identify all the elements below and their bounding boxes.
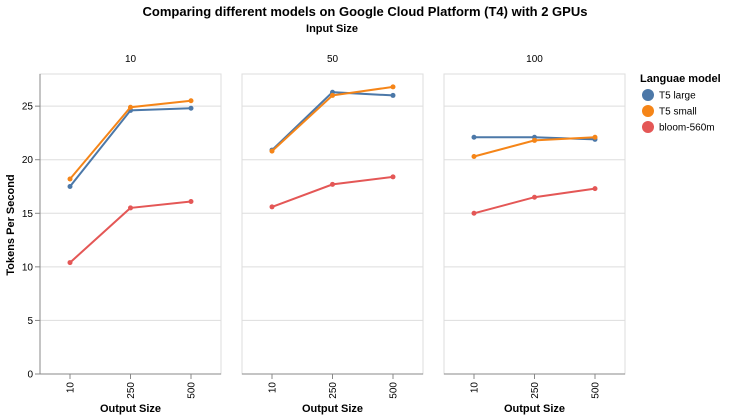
y-tick-label: 0 [27, 370, 33, 381]
data-point [471, 134, 477, 140]
data-point [67, 184, 73, 189]
panel-50: 50 10 250 500 Output Size [241, 54, 424, 415]
data-point [390, 92, 396, 98]
y-axis-title: Tokens Per Second [5, 174, 17, 275]
facet-title: Input Size [306, 23, 358, 35]
legend-swatch [642, 121, 654, 133]
data-point [390, 174, 396, 180]
y-tick-label: 25 [22, 102, 34, 113]
data-point [592, 134, 598, 140]
series-line-bloom-560m [473, 187, 596, 215]
data-point [471, 210, 477, 216]
data-point [330, 92, 335, 98]
series-line-bloom-560m [271, 175, 394, 208]
panel-100: 100 10 250 500 Output Size [443, 54, 626, 415]
series-line-bloom-560m [69, 200, 192, 264]
legend-swatch [642, 105, 654, 117]
facet-label: 10 [125, 54, 137, 65]
x-tick-label: 10 [66, 382, 77, 394]
legend-label: T5 large [659, 91, 696, 102]
data-point [592, 186, 598, 192]
data-point [471, 154, 477, 159]
x-axis-title: Output Size [100, 403, 161, 415]
data-point [269, 148, 275, 154]
data-point [188, 199, 194, 204]
facet-label: 50 [327, 54, 339, 65]
y-tick-label: 20 [22, 155, 34, 166]
series-line-t5-large [69, 107, 192, 188]
x-tick-label: 500 [389, 382, 400, 399]
chart-title: Comparing different models on Google Clo… [143, 4, 588, 19]
data-point [532, 194, 537, 200]
x-tick-label: 500 [591, 382, 602, 399]
data-point [67, 260, 73, 266]
data-point [188, 105, 194, 111]
data-point [128, 104, 133, 110]
data-point [67, 176, 73, 182]
y-tick-label: 10 [22, 262, 34, 273]
data-point [128, 205, 133, 211]
x-tick-label: 250 [126, 382, 137, 399]
legend: Languae model T5 large T5 small bloom-560m [640, 73, 721, 134]
series-line-t5-large [271, 91, 394, 151]
panel-frame [443, 73, 626, 375]
x-tick-label: 10 [470, 382, 481, 394]
data-point [532, 137, 537, 143]
y-tick-label: 5 [27, 316, 33, 327]
panel-frame [241, 73, 424, 375]
x-tick-label: 500 [187, 382, 198, 399]
x-axis-title: Output Size [504, 403, 565, 415]
data-point [390, 84, 396, 90]
x-axis-title: Output Size [302, 403, 363, 415]
legend-label: bloom-560m [659, 123, 715, 134]
panel-10: 10 10 250 500 Output Size 0 5 10 15 20 25 [22, 54, 222, 415]
x-tick-label: 250 [328, 382, 339, 399]
data-point [269, 204, 275, 210]
x-tick-label: 10 [268, 382, 279, 394]
legend-title: Languae model [640, 73, 721, 85]
x-tick-label: 250 [530, 382, 541, 399]
panel-frame [39, 73, 222, 375]
y-tick-label: 15 [22, 209, 34, 220]
facet-label: 100 [526, 54, 543, 65]
legend-swatch [642, 89, 654, 101]
data-point [330, 181, 335, 187]
data-point [188, 98, 194, 104]
legend-label: T5 small [659, 107, 697, 118]
